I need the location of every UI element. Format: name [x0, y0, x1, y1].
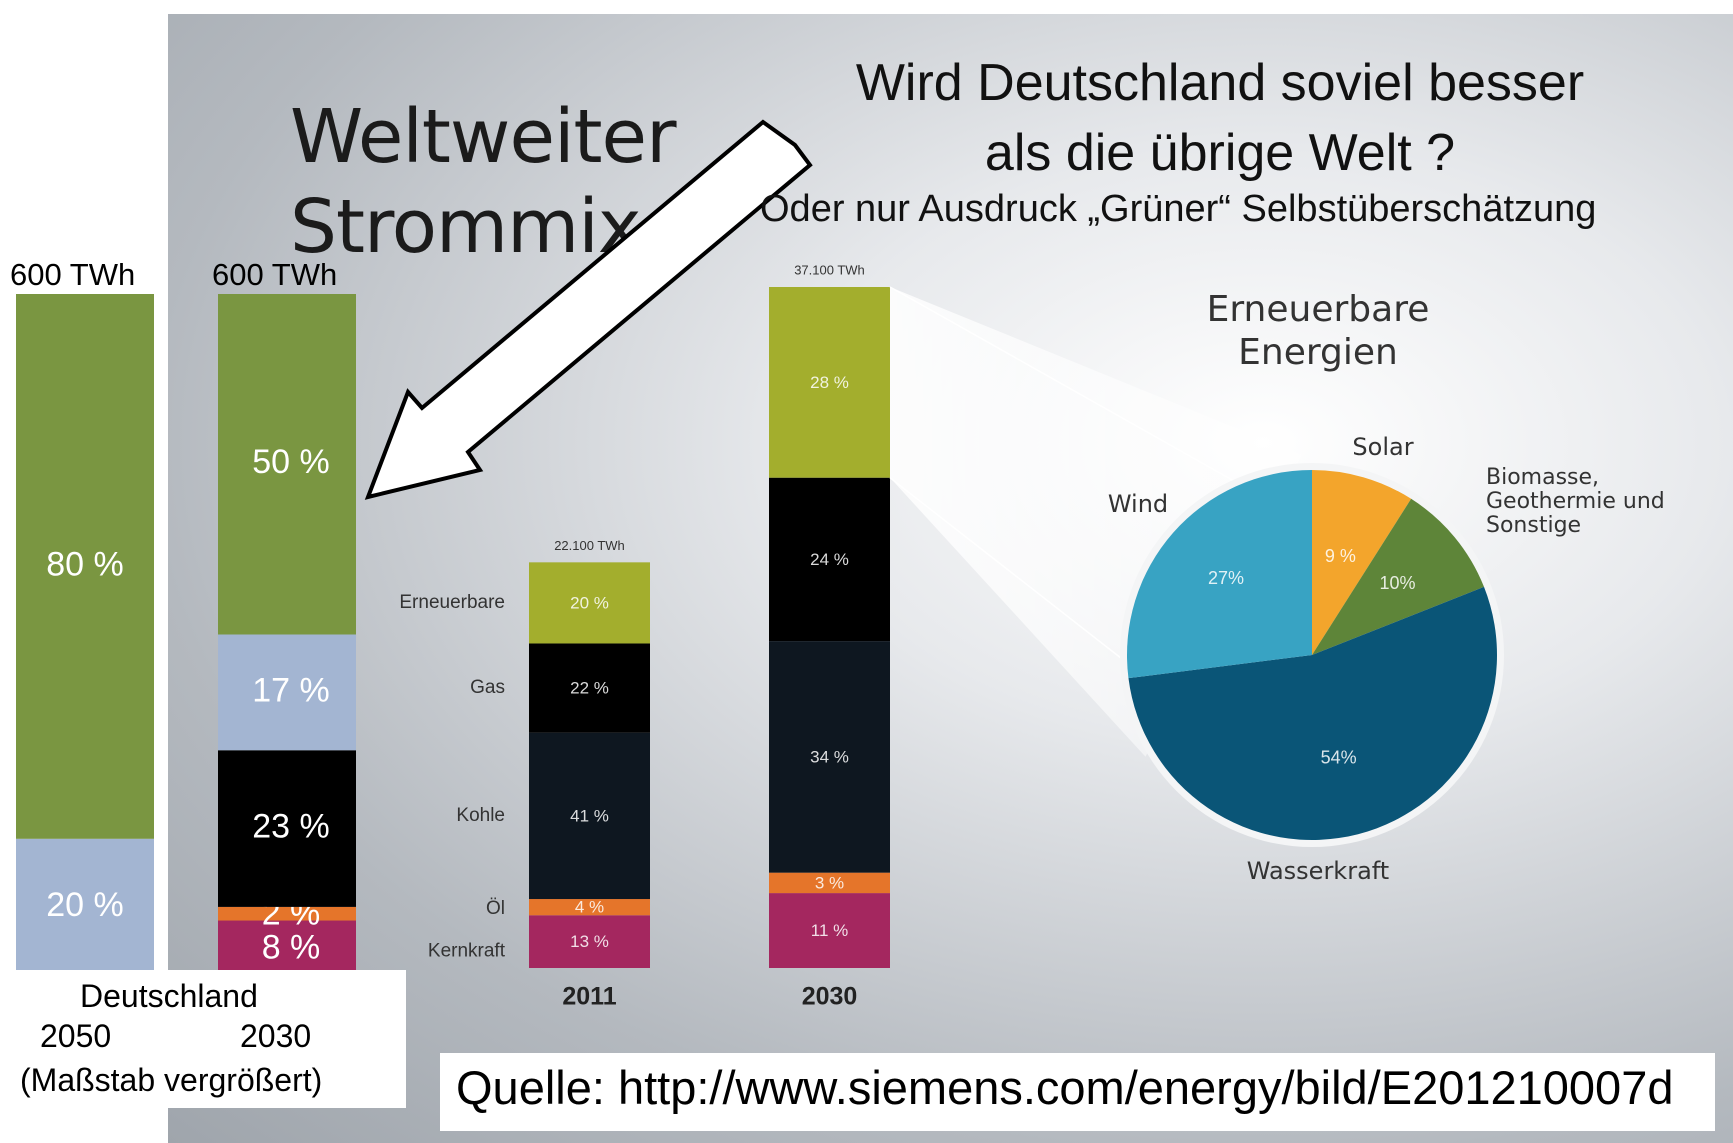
- data-label-world-2011-l: 4 %: [575, 898, 604, 917]
- question-heading: Wird Deutschland soviel besser als die ü…: [700, 48, 1733, 188]
- bar-world-2011-kohle: [529, 732, 650, 900]
- pie-name-label-solar: Solar: [1352, 433, 1413, 461]
- data-label-world-2030-gas: 24 %: [810, 550, 849, 569]
- pie-slice-biomasse: [1312, 498, 1485, 655]
- category-label-l: Öl: [486, 898, 505, 919]
- bar-de-2050-erneuerbare: [16, 294, 154, 839]
- data-label-world-2011-kohle: 41 %: [570, 806, 609, 825]
- title-text: Weltweiter Strommix: [290, 94, 677, 270]
- data-label-de-2030-kohle: 23 %: [252, 808, 330, 846]
- germany-scale-note: (Maßstab vergrößert): [20, 1062, 323, 1098]
- data-label-world-2030-erneuerbare: 28 %: [810, 373, 849, 392]
- germany-label-box: [10, 970, 406, 1108]
- pie-title-line-1: Erneuerbare: [1207, 289, 1430, 330]
- germany-year-2030: 2030: [240, 1018, 312, 1054]
- pie-value-label-wind: 27%: [1208, 568, 1244, 588]
- bar-world-2011-l: [529, 899, 650, 916]
- data-label-world-2030-kohle: 34 %: [810, 747, 849, 766]
- x-tick-2011: 2011: [562, 983, 616, 1011]
- data-label-world-2011-kernkraft: 13 %: [570, 932, 609, 951]
- data-label-world-2030-l: 3 %: [815, 873, 844, 892]
- pie-slice-solar: [1312, 470, 1412, 655]
- pie-name-label-wasserkraft: Wasserkraft: [1247, 857, 1389, 885]
- category-label-gas: Gas: [470, 677, 505, 698]
- bar-de-2030-kernkraft: [218, 920, 356, 975]
- category-label-kohle: Kohle: [456, 805, 505, 826]
- bar-world-2011-erneuerbare: [529, 562, 650, 644]
- question-subtitle: Oder nur Ausdruck „Grüner“ Selbstübersch…: [760, 188, 1597, 230]
- pie-name-label-biomasse-line-1: Biomasse,: [1486, 465, 1599, 490]
- pie-slice-wasserkraft: [1128, 586, 1497, 841]
- germany-label: Deutschland: [80, 978, 258, 1014]
- chart-title: Weltweiter Strommix: [290, 92, 677, 272]
- bar-world-2030-gas: [769, 477, 890, 642]
- germany-year-2050: 2050: [40, 1018, 112, 1054]
- data-label-de-2030-erneuerbare: 50 %: [252, 443, 330, 481]
- twh-label-2030: 600 TWh: [212, 257, 338, 292]
- bar-world-2011-kernkraft: [529, 915, 650, 968]
- bar-de-2030-gas: [218, 634, 356, 751]
- twh-label-2050: 600 TWh: [10, 257, 136, 292]
- x-tick-2030: 2030: [802, 983, 858, 1011]
- pie-connector-line-top: [889, 286, 1248, 490]
- pie-title-line-2: Energien: [1238, 332, 1398, 373]
- category-label-erneuerbare: Erneuerbare: [399, 592, 505, 613]
- pie-value-label-solar: 9 %: [1325, 546, 1356, 566]
- bar-world-2030-erneuerbare: [769, 287, 890, 478]
- pointer-arrow: [364, 119, 813, 500]
- bar-de-2050-gas: [16, 838, 154, 975]
- question-line-1: Wird Deutschland soviel besser: [855, 54, 1585, 112]
- data-label-de-2050-erneuerbare: 80 %: [46, 545, 124, 583]
- category-label-kernkraft: Kernkraft: [428, 941, 506, 962]
- total-label-2030: 37.100 TWh: [794, 262, 865, 277]
- data-label-de-2030-gas: 17 %: [252, 671, 330, 709]
- pie-slice-wind: [1127, 470, 1312, 679]
- data-label-de-2050-gas: 20 %: [46, 886, 124, 924]
- data-label-world-2011-erneuerbare: 20 %: [570, 593, 609, 612]
- pie-value-label-biomasse: 10%: [1380, 573, 1416, 593]
- pie-value-label-wasserkraft: 54%: [1321, 748, 1357, 768]
- pie-name-label-biomasse-line-3: Sonstige: [1486, 513, 1581, 538]
- pie-connector-line-bottom: [889, 477, 1130, 665]
- bar-world-2030-kernkraft: [769, 893, 890, 968]
- source-box: [440, 1053, 1715, 1131]
- data-label-world-2030-kernkraft: 11 %: [811, 921, 849, 940]
- question-line-2: als die übrige Welt ?: [984, 124, 1456, 182]
- bar-de-2030-oel: [218, 906, 356, 921]
- bar-world-2030-kohle: [769, 641, 890, 873]
- bar-world-2011-gas: [529, 643, 650, 733]
- data-label-world-2011-gas: 22 %: [570, 679, 609, 698]
- pie-name-label-wind: Wind: [1108, 490, 1168, 518]
- bar-de-2030-erneuerbare: [218, 294, 356, 635]
- source-link[interactable]: Quelle: http://www.siemens.com/energy/bi…: [456, 1061, 1674, 1114]
- bar-de-2030-kohle: [218, 750, 356, 907]
- bar-world-2030-l: [769, 872, 890, 894]
- total-label-2011: 22.100 TWh: [554, 538, 625, 553]
- pie-name-label-biomasse-line-2: Geothermie und: [1486, 489, 1665, 514]
- data-label-de-2030-kernkraft: 8 %: [262, 929, 321, 967]
